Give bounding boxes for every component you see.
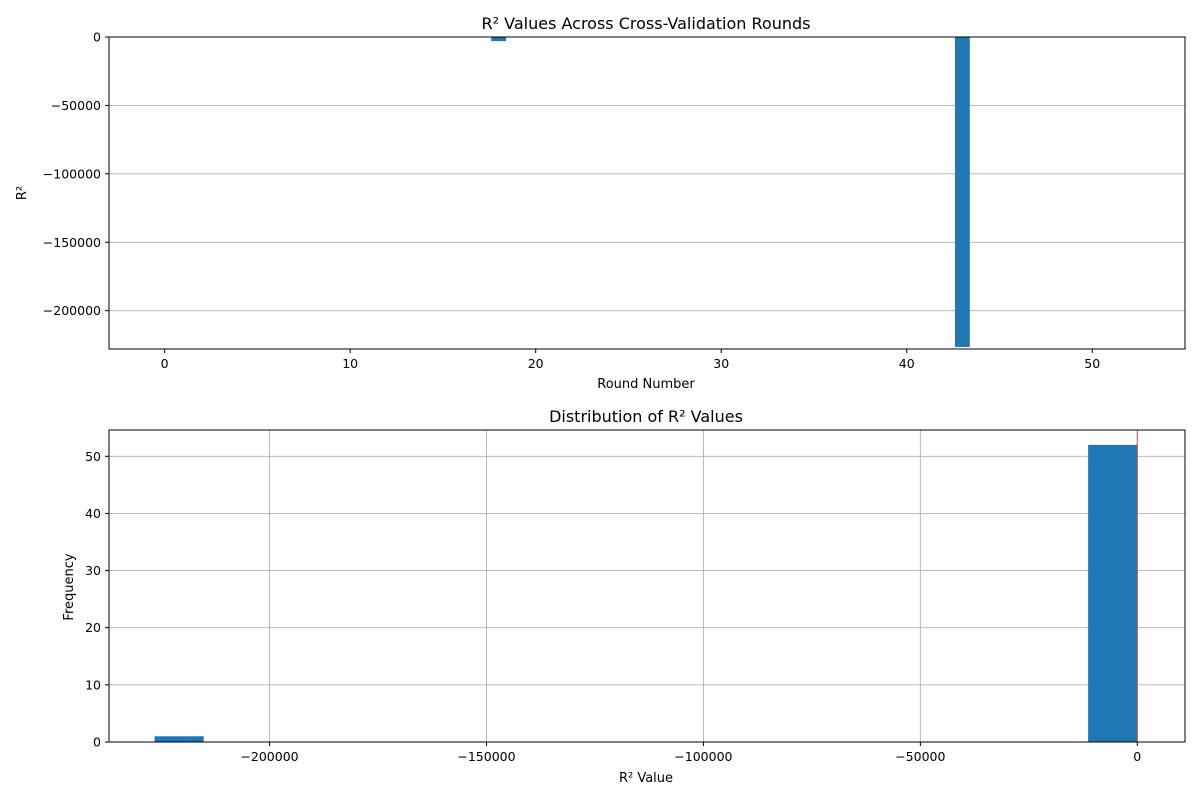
histogram-bin bbox=[1088, 444, 1138, 742]
y-ticks: 0 10 20 30 40 50 bbox=[85, 449, 109, 750]
x-tick-label: 50 bbox=[1084, 356, 1100, 371]
x-tick-label: 10 bbox=[342, 356, 358, 371]
x-tick-label: 20 bbox=[528, 356, 544, 371]
x-axis-label: R² Value bbox=[619, 771, 673, 786]
plot-frame bbox=[108, 429, 1186, 743]
y-tick-label: 20 bbox=[85, 620, 101, 635]
y-tick-label: 0 bbox=[93, 30, 101, 45]
y-tick-label: 30 bbox=[85, 563, 101, 578]
bar-chart-r2-by-round: R² Values Across Cross-Validation Rounds… bbox=[15, 14, 1186, 392]
histogram-r2-distribution: Distribution of R² Values −200000 −150000… bbox=[62, 407, 1186, 786]
x-tick-label: 30 bbox=[713, 356, 729, 371]
x-tick-label: −200000 bbox=[240, 749, 298, 764]
chart-title: R² Values Across Cross-Validation Rounds bbox=[482, 14, 811, 33]
x-tick-label: −100000 bbox=[674, 749, 732, 764]
x-tick-label: 0 bbox=[161, 356, 169, 371]
x-tick-label: −150000 bbox=[457, 749, 515, 764]
y-tick-label: 50 bbox=[85, 449, 101, 464]
y-tick-label: −50000 bbox=[51, 98, 101, 113]
y-tick-label: −200000 bbox=[43, 303, 101, 318]
bars bbox=[154, 444, 1138, 742]
x-axis-label: Round Number bbox=[597, 377, 695, 392]
histogram-bin bbox=[154, 736, 204, 742]
y-tick-label: 10 bbox=[85, 677, 101, 692]
x-ticks: 0 10 20 30 40 50 bbox=[161, 349, 1100, 371]
x-tick-label: −50000 bbox=[895, 749, 945, 764]
bar bbox=[954, 37, 970, 347]
y-tick-label: 0 bbox=[93, 735, 101, 750]
y-tick-label: −150000 bbox=[43, 235, 101, 250]
bars bbox=[491, 37, 970, 347]
x-tick-label: 0 bbox=[1133, 749, 1141, 764]
y-tick-label: −100000 bbox=[43, 166, 101, 181]
x-ticks: −200000 −150000 −100000 −50000 0 bbox=[240, 742, 1141, 764]
x-tick-label: 40 bbox=[899, 356, 915, 371]
bar bbox=[491, 37, 507, 42]
y-axis-label: Frequency bbox=[62, 553, 77, 620]
chart-title: Distribution of R² Values bbox=[549, 407, 743, 426]
y-tick-label: 40 bbox=[85, 506, 101, 521]
y-ticks: 0 −50000 −100000 −150000 −200000 bbox=[43, 30, 109, 318]
grid-lines bbox=[109, 36, 1185, 312]
plot-frame bbox=[108, 36, 1186, 350]
grid-lines bbox=[109, 430, 1185, 743]
y-axis-label: R² bbox=[15, 186, 30, 200]
